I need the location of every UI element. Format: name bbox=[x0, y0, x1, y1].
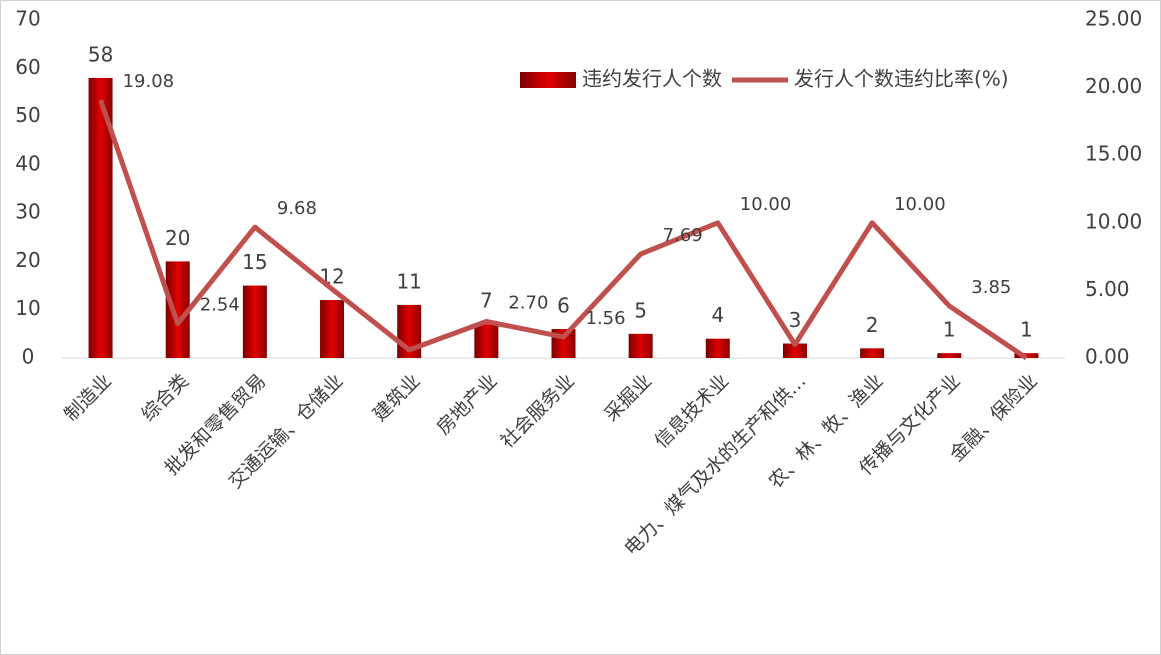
bar bbox=[937, 353, 962, 358]
bar bbox=[474, 324, 499, 358]
y-tick-label: 60 bbox=[15, 55, 40, 79]
bar-value-label: 5 bbox=[634, 298, 647, 322]
legend-label: 发行人个数违约比率(%) bbox=[794, 67, 1009, 91]
line-value-label: 1.56 bbox=[586, 308, 626, 329]
y-tick-label: 50 bbox=[15, 103, 40, 127]
bar bbox=[628, 333, 653, 358]
legend-label: 违约发行人个数 bbox=[582, 67, 722, 91]
line-value-label: 9.68 bbox=[277, 198, 317, 219]
line bbox=[98, 99, 1028, 361]
bar bbox=[860, 348, 885, 358]
y2-tick-label: 25.00 bbox=[1085, 7, 1142, 31]
y2-tick-label: 0.00 bbox=[1085, 345, 1130, 369]
bar-value-label: 58 bbox=[88, 42, 113, 66]
legend-swatch bbox=[520, 72, 576, 88]
bar bbox=[782, 343, 807, 358]
bar-value-label: 15 bbox=[242, 250, 267, 274]
line-value-label: 7.69 bbox=[663, 225, 703, 246]
line-value-label: 2.54 bbox=[200, 295, 240, 316]
bar-value-label: 11 bbox=[396, 269, 421, 293]
bar bbox=[320, 300, 345, 358]
bar-value-label: 1 bbox=[943, 318, 956, 342]
y2-tick-label: 5.00 bbox=[1085, 277, 1130, 301]
bar-value-label: 20 bbox=[165, 226, 190, 250]
y-tick-label: 70 bbox=[15, 7, 40, 31]
line-value-label: 19.08 bbox=[123, 71, 175, 92]
y-tick-label: 20 bbox=[15, 248, 40, 272]
y-tick-label: 40 bbox=[15, 151, 40, 175]
line-value-label: 3.85 bbox=[971, 277, 1011, 298]
bar-value-label: 2 bbox=[866, 313, 879, 337]
y-tick-label: 10 bbox=[15, 296, 40, 320]
bar-value-label: 7 bbox=[480, 289, 493, 313]
bar bbox=[705, 338, 730, 358]
y2-tick-label: 15.00 bbox=[1085, 142, 1142, 166]
y2-tick-label: 20.00 bbox=[1085, 74, 1142, 98]
y-tick-label: 0 bbox=[22, 345, 35, 369]
bar-value-label: 6 bbox=[557, 294, 570, 318]
bar-value-label: 4 bbox=[711, 303, 724, 327]
bar-value-label: 1 bbox=[1020, 318, 1033, 342]
line-value-label: 2.70 bbox=[508, 292, 548, 313]
y-tick-label: 30 bbox=[15, 200, 40, 224]
line-value-label: 10.00 bbox=[894, 194, 946, 215]
bar bbox=[242, 285, 267, 358]
bar-value-label: 3 bbox=[789, 308, 802, 332]
line-value-label: 10.00 bbox=[740, 194, 792, 215]
y2-tick-label: 10.00 bbox=[1085, 209, 1142, 233]
